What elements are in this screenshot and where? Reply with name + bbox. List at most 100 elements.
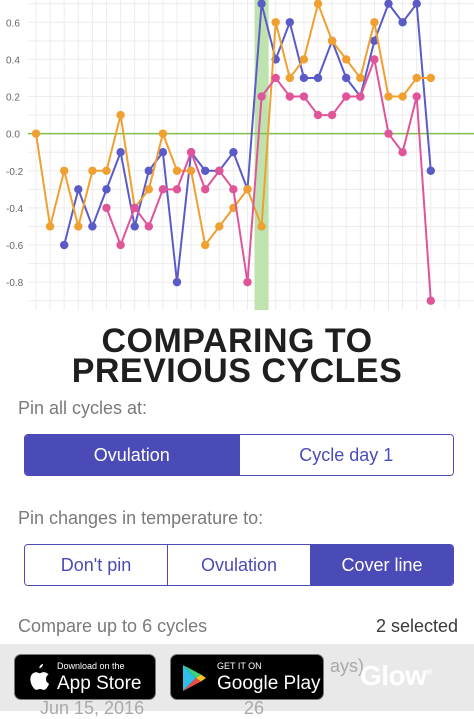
apple-icon (30, 664, 49, 690)
series-point (102, 203, 111, 213)
temperature-chart: 0.6 0.4 0.2 0.0 -0.2 -0.4 -0.6 -0.8 (6, 0, 474, 310)
pin-change-ovulation-option[interactable]: Ovulation (168, 545, 311, 585)
series-point (285, 73, 294, 83)
series-line (105, 58, 432, 301)
series-point (271, 18, 280, 27)
ghost-cycle-date: Jun 15, 2016 (40, 698, 145, 718)
series-point (186, 148, 196, 157)
headline-line-2: PREVIOUS CYCLES (71, 352, 403, 390)
series-point (130, 203, 139, 213)
series-point (426, 296, 435, 305)
series-point (342, 92, 351, 101)
series-point (384, 92, 393, 101)
series-point (356, 73, 365, 83)
series-point (342, 55, 351, 64)
series-point (144, 166, 153, 175)
series-point (31, 129, 41, 138)
glow-logo: Glow® (360, 660, 432, 692)
series-point (384, 0, 393, 8)
dont-pin-option[interactable]: Don't pin (25, 545, 168, 585)
series-point (172, 185, 182, 194)
series-point (370, 18, 379, 27)
y-tick-label: 0.0 (6, 130, 20, 141)
compare-label: Compare up to 6 cycles (18, 616, 208, 636)
series-point (398, 18, 407, 27)
series-point (102, 185, 111, 194)
google-play-badge[interactable]: GET IT ON Google Play (170, 654, 324, 700)
series-point (299, 55, 309, 64)
app-store-badge[interactable]: Download on the App Store (14, 654, 156, 700)
series-point (370, 55, 379, 64)
ghost-cycle-days: 26 (244, 698, 265, 718)
y-tick-label: -0.2 (6, 167, 24, 178)
series-point (426, 73, 435, 83)
series-point (158, 148, 168, 157)
series-point (412, 73, 421, 83)
series-point (285, 18, 294, 27)
app-store-small-text: Download on the (57, 661, 125, 671)
pin-changes-selector: Don't pin Ovulation Cover line (24, 544, 454, 586)
series-point (398, 92, 407, 101)
series-point (384, 129, 393, 138)
y-tick-labels: 0.6 0.4 0.2 0.0 -0.2 -0.4 -0.6 -0.8 (6, 18, 24, 289)
series-1 (31, 0, 435, 250)
ghost-days-suffix: ays) (330, 656, 365, 676)
google-play-icon (183, 665, 206, 691)
series-point (59, 166, 69, 175)
series-point (229, 185, 238, 194)
cover-line-option[interactable]: Cover line (311, 545, 453, 585)
series-2 (102, 55, 435, 305)
series-point (215, 166, 224, 175)
series-point (201, 166, 210, 175)
series-point (130, 222, 139, 231)
google-play-small-text: GET IT ON (217, 661, 262, 671)
series-point (313, 110, 323, 120)
series-point (327, 110, 337, 120)
series-point (299, 73, 309, 83)
series-point (370, 36, 379, 46)
glow-registered-mark: ® (426, 667, 432, 677)
y-tick-label: 0.2 (6, 93, 20, 104)
series-point (285, 92, 294, 101)
series-point (257, 222, 266, 231)
y-tick-label: -0.4 (6, 204, 24, 215)
y-tick-label: -0.8 (6, 278, 24, 289)
series-point (327, 36, 337, 46)
series-point (144, 222, 153, 231)
ovulation-band (254, 0, 269, 310)
pin-changes-label: Pin changes in temperature to: (18, 508, 264, 528)
series-point (271, 73, 280, 83)
series-point (186, 166, 196, 175)
series-point (313, 73, 323, 83)
series-point (243, 277, 252, 287)
series-point (356, 92, 365, 101)
app-store-big-text: App Store (57, 673, 142, 694)
series-point (74, 222, 83, 231)
series-point (229, 148, 238, 157)
glow-logo-text: Glow (360, 660, 427, 691)
chart-series (31, 0, 435, 305)
series-point (398, 148, 407, 157)
series-point (88, 166, 97, 175)
series-point (144, 185, 153, 194)
y-tick-label: 0.6 (6, 18, 20, 29)
pin-ovulation-option[interactable]: Ovulation (25, 435, 240, 475)
series-point (215, 222, 224, 231)
series-point (313, 0, 323, 8)
series-point (116, 110, 125, 120)
series-point (116, 148, 125, 157)
series-point (201, 240, 210, 250)
headline: COMPARING TO PREVIOUS CYCLES (0, 324, 474, 390)
series-point (74, 185, 83, 194)
series-point (172, 277, 182, 287)
series-point (257, 92, 266, 101)
series-point (257, 0, 266, 8)
compare-row: Compare up to 6 cycles 2 selected (0, 612, 474, 644)
google-play-big-text: Google Play (217, 673, 321, 694)
series-point (299, 92, 309, 101)
series-point (243, 185, 252, 194)
series-point (59, 240, 69, 250)
y-tick-label: 0.4 (6, 55, 20, 66)
pin-cycle-day-1-option[interactable]: Cycle day 1 (239, 435, 453, 475)
y-tick-label: -0.6 (6, 241, 24, 252)
